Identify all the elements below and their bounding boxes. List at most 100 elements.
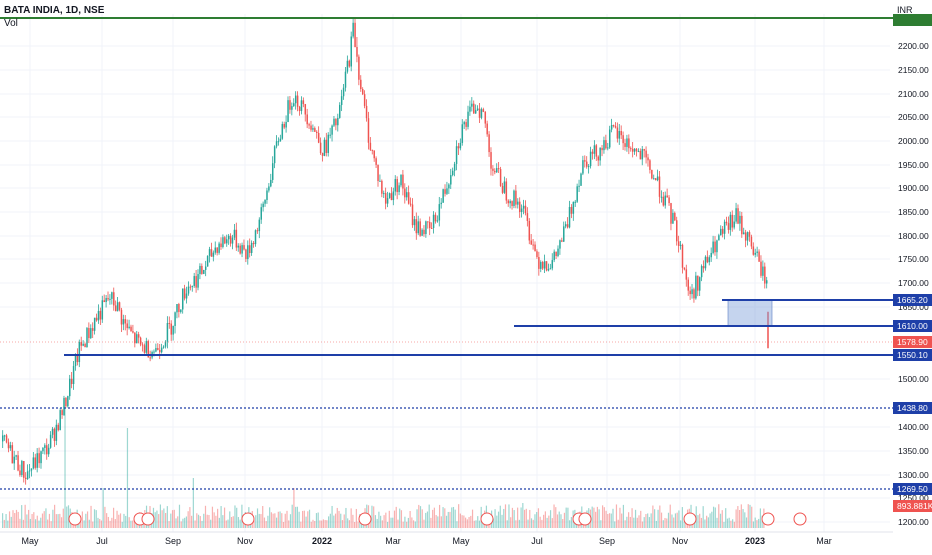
candle-body	[649, 160, 651, 170]
candle-body	[444, 189, 446, 194]
candle-body	[256, 230, 259, 232]
candle-body	[214, 247, 217, 253]
candle-body	[350, 36, 352, 67]
candle-body	[681, 244, 684, 268]
candle-body	[204, 266, 207, 270]
volume-bar	[465, 517, 467, 528]
candle-body	[398, 185, 400, 193]
candle-body	[170, 323, 173, 335]
candle-body	[358, 56, 360, 80]
candle-body	[608, 129, 611, 148]
volume-bar	[111, 517, 113, 528]
volume-bar	[548, 515, 550, 528]
volume-bar	[553, 504, 555, 528]
volume-bar	[14, 513, 16, 528]
earnings-marker-icon[interactable]	[141, 512, 155, 526]
earnings-marker-icon[interactable]	[241, 512, 255, 526]
candle-body	[291, 106, 293, 110]
volume-bar	[199, 516, 201, 528]
x-tick-label: 2023	[745, 536, 765, 546]
volume-bar	[260, 514, 262, 528]
earnings-marker-icon[interactable]	[578, 512, 592, 526]
candle-body	[507, 200, 510, 204]
earnings-marker-icon[interactable]	[358, 512, 372, 526]
volume-bar	[173, 509, 175, 528]
volume-bar	[454, 509, 456, 528]
volume-bar	[12, 510, 14, 528]
price-axis[interactable]	[893, 0, 932, 550]
volume-bar	[40, 517, 42, 528]
earnings-marker-icon[interactable]	[683, 512, 697, 526]
volume-bar	[641, 521, 644, 528]
earnings-marker-icon[interactable]	[480, 512, 494, 526]
volume-bar	[83, 520, 85, 528]
candle-body	[656, 176, 659, 181]
y-tick-label: 1300.00	[898, 470, 929, 480]
earnings-marker-icon[interactable]	[793, 512, 807, 526]
candle-body	[639, 150, 642, 160]
candle-body	[486, 123, 488, 135]
volume-bar	[706, 515, 708, 528]
candle-body	[605, 140, 607, 149]
volume-bar	[24, 504, 26, 528]
earnings-marker-icon[interactable]	[68, 512, 82, 526]
volume-bar	[217, 508, 219, 528]
volume-bar	[303, 510, 305, 528]
candle-body	[208, 249, 211, 256]
candle-body	[339, 105, 341, 118]
volume-bar	[206, 514, 208, 528]
volume-bar	[425, 512, 427, 528]
candle-body	[227, 235, 230, 240]
volume-bar	[182, 518, 184, 528]
volume-bar	[104, 506, 106, 528]
volume-bar	[317, 512, 319, 528]
candle-body	[407, 192, 410, 204]
candle-body	[492, 168, 494, 171]
candle-body	[645, 150, 647, 158]
candle-body	[760, 261, 762, 276]
volume-bar	[376, 518, 378, 528]
candle-body	[528, 220, 531, 241]
volume-tag	[893, 500, 932, 512]
volume-bar	[452, 506, 455, 528]
volume-bar	[740, 504, 742, 528]
candle-body	[210, 249, 213, 257]
candle-body	[513, 190, 515, 206]
candle-body	[143, 345, 146, 353]
volume-bar	[511, 507, 514, 528]
candle-body	[446, 188, 448, 194]
candle-body	[335, 118, 337, 126]
candle-body	[404, 188, 406, 198]
volume-bar	[400, 510, 403, 528]
volume-bar	[676, 512, 678, 528]
consolidation-zone[interactable]	[727, 299, 773, 327]
level-price-label: 1665.20	[897, 295, 928, 305]
candle-body	[417, 221, 420, 234]
volume-bar	[669, 504, 671, 528]
candle-body	[371, 149, 374, 151]
volume-bar	[399, 508, 401, 528]
candle-body	[181, 288, 184, 310]
candle-body	[130, 326, 132, 332]
volume-bar	[57, 514, 59, 528]
volume-bar	[352, 514, 354, 528]
volume-bar	[26, 514, 28, 528]
candle-body	[589, 151, 592, 167]
candle-body	[38, 453, 40, 464]
candle-body	[354, 22, 356, 47]
y-tick-label: 1250.00	[898, 493, 929, 503]
volume-bar	[523, 509, 526, 528]
volume-bar	[501, 514, 503, 528]
candle-body	[406, 192, 408, 198]
volume-bar	[225, 520, 227, 528]
volume-bar	[177, 516, 179, 528]
volume-bar	[520, 507, 522, 528]
volume-bar	[239, 519, 241, 528]
split-marker-icon[interactable]	[761, 512, 775, 526]
volume-bar	[695, 506, 697, 528]
volume-bar	[517, 507, 519, 528]
candle-body	[633, 148, 636, 152]
volume-bar	[546, 517, 548, 528]
